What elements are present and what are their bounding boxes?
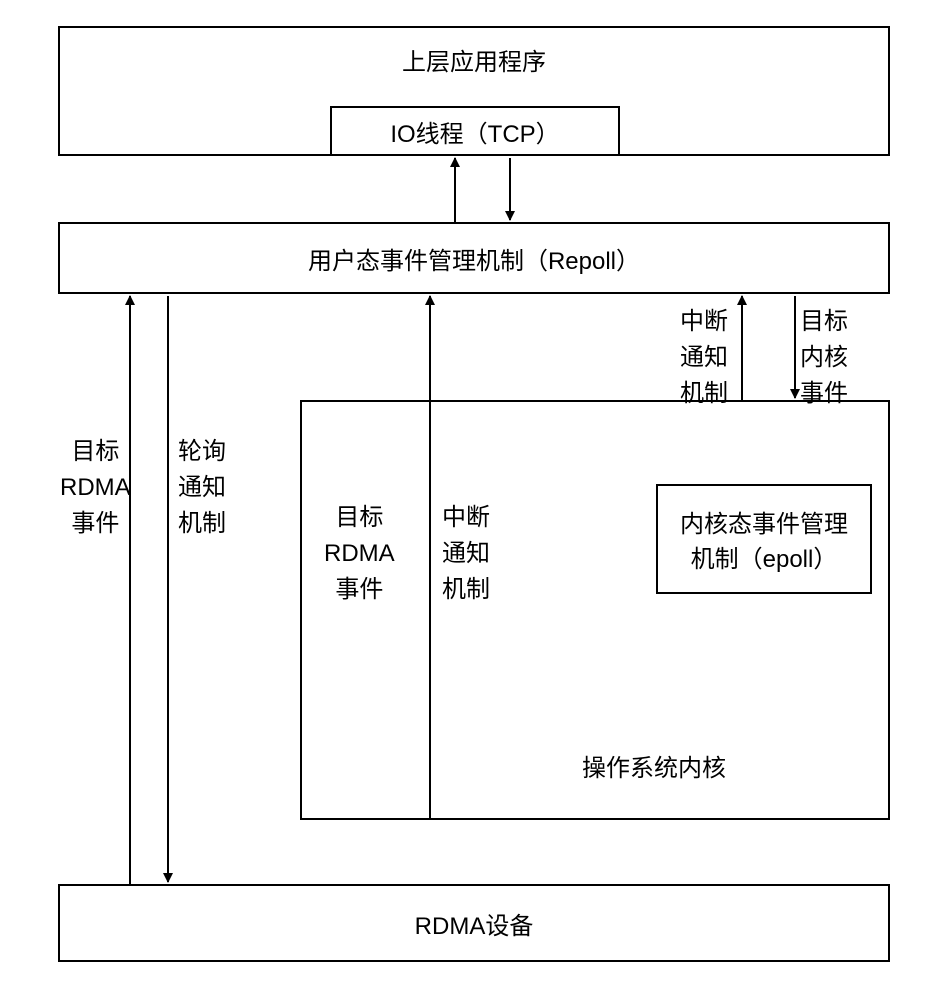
- arrows-layer: [0, 0, 948, 1000]
